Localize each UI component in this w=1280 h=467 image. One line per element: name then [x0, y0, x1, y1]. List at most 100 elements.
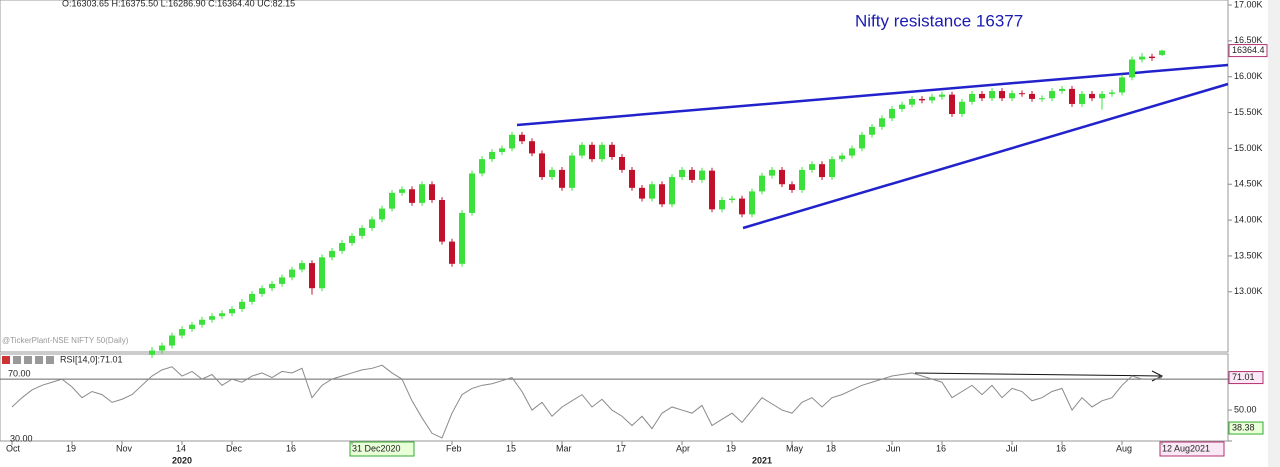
candle-body: [279, 277, 285, 284]
date-tag-box: [349, 441, 415, 457]
candle-body: [769, 169, 775, 176]
candle-body: [1149, 56, 1155, 59]
candle-body: [549, 169, 555, 178]
candle-body: [229, 308, 235, 314]
y-tick-label: 15.00K: [1234, 143, 1263, 153]
x-tick-label: Apr: [676, 443, 690, 453]
candle-body: [209, 316, 215, 320]
value-tag: 71.01: [1232, 372, 1255, 382]
candle-body: [929, 96, 935, 101]
candle-body: [199, 319, 205, 325]
candle-body: [989, 91, 995, 99]
price-panel: [0, 0, 1229, 353]
annotation: Nifty resistance 16377: [855, 11, 1023, 30]
x-tick-label: Feb: [446, 443, 462, 453]
value-tag-box: [1228, 421, 1264, 435]
x-tick-label: 19: [66, 443, 76, 453]
candle-body: [399, 189, 405, 193]
candle-body: [269, 283, 275, 289]
candle-body: [169, 335, 175, 346]
x-tick-label: 14: [176, 443, 186, 453]
candle-body: [369, 219, 375, 228]
x-tick-label: Nov: [116, 443, 133, 453]
x-tick-label: 18: [826, 443, 836, 453]
value-tag: 38.38: [1232, 422, 1255, 432]
candle-body: [259, 288, 265, 294]
candle-body: [1079, 93, 1085, 104]
candle-body: [1029, 93, 1035, 99]
x-tick-label: Jul: [1006, 443, 1018, 453]
candle-body: [679, 169, 685, 178]
candle-body: [879, 118, 885, 127]
y-tick-label: 13.00K: [1234, 286, 1263, 296]
candle-body: [489, 151, 495, 160]
candle-body: [499, 148, 505, 152]
x-tick-label: 16: [286, 443, 296, 453]
candle-body: [1119, 77, 1125, 93]
candle-body: [359, 227, 365, 236]
candle-body: [869, 126, 875, 135]
x-tick-label: 16: [1056, 443, 1066, 453]
candle-body: [239, 301, 245, 309]
candle-body: [219, 313, 225, 317]
x-tick-label: Aug: [1116, 443, 1132, 453]
candle-body: [949, 94, 955, 114]
candle-body: [639, 187, 645, 199]
candle-body: [439, 200, 445, 242]
value-tag-box: [1228, 371, 1264, 385]
y-tick-label: 13.50K: [1234, 250, 1263, 260]
y-tick-label: 30.00: [10, 433, 33, 443]
candle-body: [579, 144, 585, 156]
candle-body: [729, 198, 735, 201]
candle-body: [429, 184, 435, 201]
candle-body: [889, 108, 895, 119]
rsi-line: [11, 364, 1163, 439]
candle-body: [1129, 59, 1135, 78]
candle-body: [739, 198, 745, 215]
candle-body: [379, 208, 385, 220]
candle-body: [799, 169, 805, 190]
candle-body: [349, 235, 355, 244]
candle-body: [959, 101, 965, 114]
candle-body: [479, 159, 485, 174]
x-tick-label: Jun: [886, 443, 901, 453]
candle-body: [659, 184, 665, 205]
y-tick-label: 50.00: [1234, 404, 1257, 414]
y-tick-label: 16.00K: [1234, 71, 1263, 81]
candle-body: [789, 184, 795, 190]
candle-body: [529, 141, 535, 154]
year-label: 2020: [172, 455, 192, 465]
candle-body: [609, 144, 615, 158]
candle-body: [809, 164, 815, 170]
candle-body: [1009, 93, 1015, 99]
candle-body: [509, 134, 515, 149]
candle-body: [599, 144, 605, 160]
x-tick-label: 15: [506, 443, 516, 453]
candle-body: [539, 153, 545, 178]
candle-body: [699, 170, 705, 180]
candle-body: [939, 94, 945, 97]
candle-body: [619, 157, 625, 170]
y-tick-label: 70.00: [8, 369, 31, 379]
rsi-title: RSI[14,0]:71.01: [60, 354, 123, 364]
candle-body: [1039, 98, 1045, 100]
candle-body: [1159, 50, 1165, 55]
candle-body: [839, 155, 845, 160]
candle-body: [589, 144, 595, 160]
candle-body: [629, 169, 635, 188]
x-tick-label: Oct: [6, 443, 21, 453]
candle-body: [459, 212, 465, 264]
candle-body: [689, 169, 695, 180]
x-tick-label: 19: [726, 443, 736, 453]
x-tick-label: May: [786, 443, 804, 453]
candle-body: [899, 104, 905, 109]
candle-body: [919, 98, 925, 101]
y-tick-label: 14.50K: [1234, 179, 1263, 189]
candle-body: [339, 243, 345, 251]
trend-line: [516, 63, 1229, 127]
candle-body: [449, 241, 455, 264]
candle-body: [389, 192, 395, 209]
x-tick-label: 12 Aug2021: [1162, 443, 1210, 453]
candle-body: [1089, 93, 1095, 99]
